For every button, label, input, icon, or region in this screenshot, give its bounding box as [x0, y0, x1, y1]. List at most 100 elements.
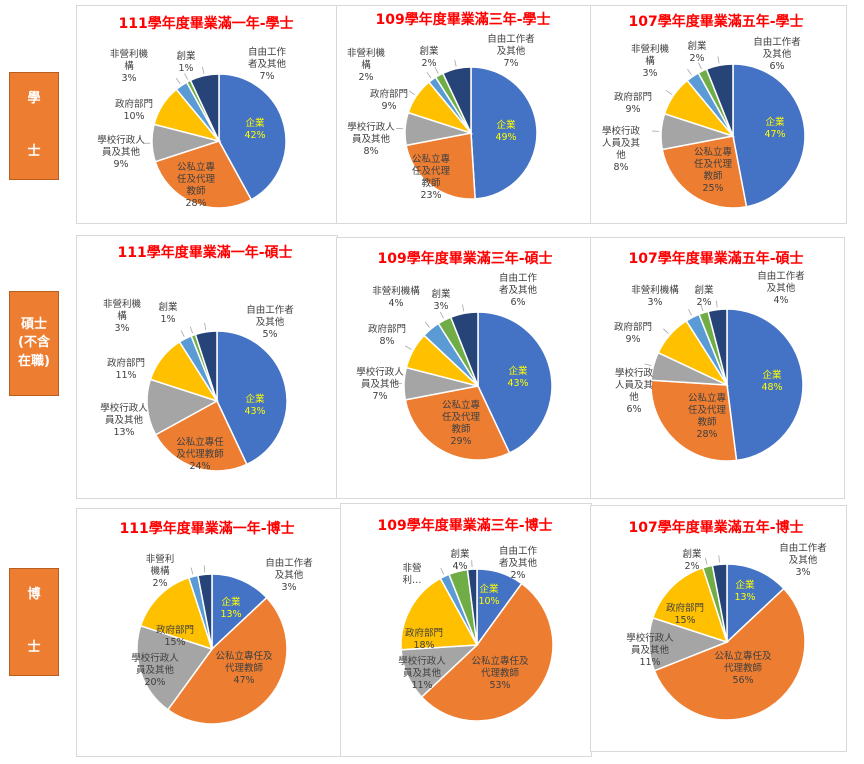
leader-line	[190, 567, 194, 575]
chart-title: 111學年度畢業滿一年-博士	[119, 520, 294, 537]
slice-label: 自由工作者及其他 2%	[499, 545, 538, 581]
slice-label: 自由工作者及其他 4%	[757, 270, 805, 306]
pie-slice	[194, 330, 218, 402]
slice-label: 自由工作者及其他 6%	[499, 272, 538, 308]
section-label-bachelor: 學 士	[9, 72, 59, 180]
pie-slice	[732, 63, 806, 208]
leader-line	[454, 59, 457, 67]
section-label-doctor: 博 士	[9, 568, 59, 676]
slice-label: 自由工作者及其他 7%	[248, 46, 287, 82]
slice-label: 政府部門 9%	[370, 88, 408, 112]
pie-slice	[154, 140, 253, 209]
pie-slice	[726, 308, 804, 462]
slice-label: 企業 42%	[244, 117, 265, 141]
pie-slice	[441, 66, 472, 134]
leader-line	[204, 322, 207, 330]
slice-label: 創業 2%	[694, 284, 714, 308]
pie-slice	[218, 73, 287, 201]
leader-line	[202, 66, 205, 74]
leader-line	[717, 56, 720, 64]
section-label-master: 碩士 (不含 在職)	[9, 291, 59, 396]
slice-label: 非營利機構 3%	[631, 284, 679, 308]
chart-title: 111學年度畢業滿一年-學士	[118, 15, 293, 32]
slice-label: 自由工作者及其他 3%	[265, 557, 313, 593]
leader-line	[715, 300, 718, 308]
leader-line	[426, 72, 432, 79]
section-label-line: 在職)	[18, 353, 50, 369]
slice-label: 學校行政人員及其他 7%	[356, 366, 404, 402]
slice-label: 公私立專任及代理教師 24%	[176, 436, 224, 472]
leader-line	[175, 77, 181, 85]
slice-label: 創業 4%	[450, 548, 470, 572]
section-label-line: 碩士	[20, 317, 47, 333]
pie-slice	[197, 573, 213, 650]
chart-title: 107學年度畢業滿五年-博士	[628, 519, 803, 536]
pie-slice	[136, 624, 214, 711]
leader-line	[455, 562, 458, 570]
slice-label: 創業 2%	[419, 45, 439, 69]
leader-line	[688, 309, 692, 316]
slice-label: 創業 1%	[158, 301, 178, 325]
section-label-line: 士	[27, 640, 41, 656]
slice-label: 非營利機構 3%	[110, 48, 149, 84]
chart-title: 107學年度畢業滿五年-碩士	[628, 250, 803, 267]
slice-label: 企業 43%	[507, 365, 528, 389]
leader-line	[180, 330, 185, 338]
slice-label: 企業 48%	[761, 369, 782, 393]
pie-slice	[707, 308, 728, 386]
pie-slice	[661, 135, 748, 209]
slice-label: 學校行政人員及其他 11%	[626, 632, 674, 668]
slice-label: 企業 47%	[764, 116, 785, 140]
slice-label: 非營利機構 2%	[347, 47, 386, 83]
leader-line	[439, 311, 444, 319]
slice-label: 政府部門 8%	[368, 323, 406, 347]
pie-slice	[466, 568, 478, 646]
pie-slice	[726, 563, 785, 644]
slice-label: 學校行政人員及其他 8%	[602, 125, 641, 173]
leader-line	[203, 565, 206, 573]
leader-line	[189, 326, 193, 334]
pie-slice	[449, 311, 479, 387]
pie-slice	[470, 66, 538, 200]
leader-line	[718, 555, 720, 563]
slice-label: 企業 10%	[478, 583, 499, 607]
pie-slice	[216, 330, 288, 466]
slice-label: 公私立專任及代理教師 53%	[471, 655, 529, 691]
slice-label: 政府部門 9%	[614, 91, 652, 115]
slice-label: 學校行政人員及其他 9%	[97, 134, 145, 170]
slice-label: 學校行政人員及其他 13%	[100, 402, 148, 438]
section-label-line: (不含	[18, 335, 50, 351]
slice-label: 非營利機構 3%	[103, 298, 142, 334]
slice-label: 政府部門 18%	[405, 627, 443, 651]
leader-line	[687, 68, 692, 76]
slice-label: 非營利機構 3%	[631, 43, 670, 79]
leader-line	[700, 304, 704, 311]
slice-label: 公私立專任及代理教師 23%	[412, 153, 451, 201]
pie-slice	[650, 379, 738, 462]
slice-label: 學校行政人員及其他 8%	[347, 121, 395, 157]
leader-line	[644, 363, 652, 366]
slice-label: 公私立專任及代理教師 29%	[442, 399, 481, 447]
leader-line	[662, 328, 669, 334]
pie-slice	[166, 596, 288, 725]
pie-slice	[705, 63, 734, 137]
section-label-line: 士	[27, 144, 41, 160]
pie-slice	[653, 587, 806, 721]
leader-line	[665, 90, 673, 95]
leader-line	[405, 345, 412, 350]
section-label-line: 學	[27, 91, 41, 107]
slice-label: 政府部門 15%	[666, 602, 704, 626]
pie-slice	[154, 399, 248, 472]
slice-label: 公私立專任及代理教師 47%	[215, 650, 273, 686]
slice-label: 非營利…	[402, 562, 421, 586]
pie-slice	[477, 311, 553, 454]
slice-label: 創業 3%	[431, 288, 451, 312]
chart-title: 109學年度畢業滿三年-學士	[375, 11, 550, 28]
